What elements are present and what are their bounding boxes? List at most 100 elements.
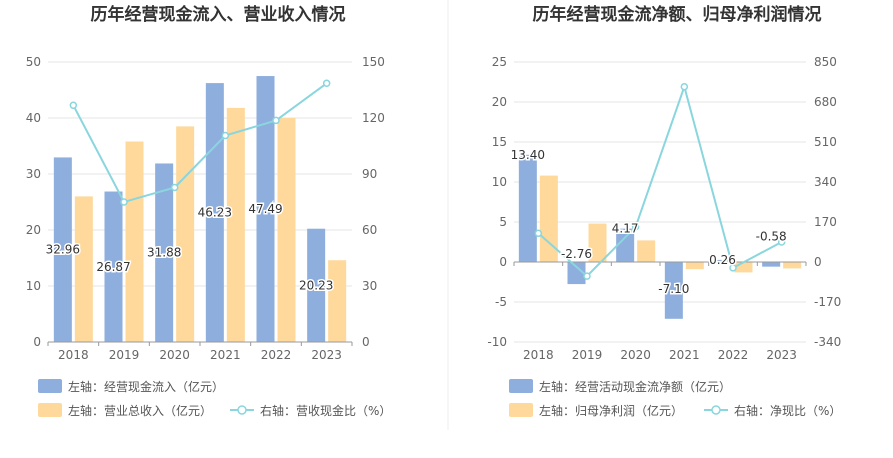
bar-data-label: -2.76 [561, 247, 592, 261]
x-axis-label: 2021 [669, 348, 700, 362]
legend-swatch [38, 379, 62, 393]
right-axis-tick: 30 [362, 279, 377, 293]
x-axis-label: 2023 [766, 348, 797, 362]
line-point [322, 79, 331, 88]
left-axis-tick: 20 [492, 95, 507, 109]
bar-primary [518, 154, 537, 262]
x-axis-label: 2020 [159, 348, 190, 362]
legend-label: 左轴：营业总收入（亿元） [68, 403, 212, 418]
line-point [120, 198, 128, 206]
x-axis-label: 2022 [261, 348, 292, 362]
right-axis-tick: -170 [814, 295, 841, 309]
line-point [777, 238, 786, 246]
x-axis-label: 2023 [311, 348, 342, 362]
right-axis-tick: 680 [814, 95, 837, 109]
legend-label: 左轴：经营活动现金流净额（亿元） [539, 379, 731, 394]
bar-primary [104, 191, 123, 342]
bar-secondary [226, 107, 245, 342]
line-point [272, 116, 280, 125]
bar-primary [256, 76, 275, 342]
right-axis-tick: 0 [362, 335, 370, 349]
line-point [534, 229, 543, 238]
legend-swatch [509, 379, 533, 393]
bar-data-label: 20.23 [299, 278, 333, 292]
line-series [72, 82, 328, 204]
bar-primary [307, 228, 326, 342]
line-point [170, 183, 179, 192]
line-point [583, 272, 591, 280]
chart-2: 历年经营现金流净额、归母净利润情况-10-50510152025-340-170… [487, 4, 841, 418]
x-axis-label: 2019 [572, 348, 603, 362]
bar-data-label: 47.49 [248, 202, 282, 216]
right-axis-tick: 510 [814, 135, 837, 149]
bar-data-label: 46.23 [198, 206, 232, 220]
x-axis-label: 2019 [109, 348, 140, 362]
line-point [69, 101, 78, 110]
legend-line-marker [237, 405, 247, 415]
left-axis-tick: 15 [492, 135, 507, 149]
chart-title: 历年经营现金流净额、归母净利润情况 [533, 4, 822, 25]
left-axis-tick: 25 [492, 55, 507, 69]
bar-primary [567, 262, 586, 285]
right-axis-tick: 0 [814, 255, 822, 269]
line-point [729, 264, 737, 272]
x-axis-label: 2018 [523, 348, 554, 362]
line-point [221, 131, 230, 140]
bar-secondary [637, 240, 656, 262]
left-axis-tick: -5 [495, 295, 507, 309]
left-axis-tick: 0 [499, 255, 507, 269]
left-axis-tick: 40 [26, 111, 41, 125]
line-point [680, 82, 689, 91]
chart-1: 历年经营现金流入、营业收入情况 0 10 20 30 40 50 0 30 60 90 120 150 2… [26, 4, 392, 418]
bar-primary [53, 157, 72, 342]
right-axis-tick: -340 [814, 335, 841, 349]
bar-data-label: -7.10 [658, 282, 689, 296]
bar-secondary [125, 141, 144, 342]
bar-primary [616, 228, 635, 262]
bar-data-label: 13.40 [511, 148, 545, 162]
right-axis-tick: 60 [362, 223, 377, 237]
left-axis-tick: 0 [33, 335, 41, 349]
bar-secondary [328, 260, 347, 342]
bar-secondary [685, 262, 704, 270]
x-axis-label: 2021 [210, 348, 241, 362]
bar-secondary [734, 262, 753, 273]
left-axis-tick: 5 [499, 215, 507, 229]
x-axis-label: 2020 [620, 348, 651, 362]
right-axis-tick: 340 [814, 175, 837, 189]
bar-primary [155, 163, 174, 342]
bar-primary [664, 262, 683, 319]
line-point [631, 222, 640, 231]
x-axis-label: 2018 [58, 348, 89, 362]
bar-primary [205, 83, 224, 342]
bar-data-label: 0.26 [709, 253, 736, 267]
right-axis-tick: 90 [362, 167, 377, 181]
left-axis-tick: 10 [26, 279, 41, 293]
legend-label: 右轴：净现比（%） [734, 403, 841, 418]
bar-secondary [176, 126, 195, 343]
bar-data-label: 31.88 [147, 246, 181, 260]
right-axis-tick: 850 [814, 55, 837, 69]
right-axis-tick: 120 [362, 111, 385, 125]
bar-secondary [783, 262, 802, 269]
left-axis-tick: 10 [492, 175, 507, 189]
legend-label: 右轴：营收现金比（%） [260, 403, 391, 418]
right-axis-tick: 150 [362, 55, 385, 69]
bar-secondary [588, 223, 607, 262]
bar-secondary [74, 196, 93, 342]
bar-secondary [277, 118, 296, 342]
legend-swatch [509, 403, 533, 417]
bar-data-label: 4.17 [612, 222, 639, 236]
bar-data-label: -0.58 [756, 230, 787, 244]
left-axis-tick: -10 [487, 335, 507, 349]
left-axis-tick: 20 [26, 223, 41, 237]
x-axis-label: 2022 [718, 348, 749, 362]
bar-data-label: 26.87 [96, 260, 130, 274]
left-axis-tick: 30 [26, 167, 41, 181]
legend-label: 左轴：归母净利润（亿元） [539, 403, 683, 418]
right-axis-tick: 170 [814, 215, 837, 229]
bar-secondary [539, 175, 558, 262]
line-series [537, 83, 783, 278]
